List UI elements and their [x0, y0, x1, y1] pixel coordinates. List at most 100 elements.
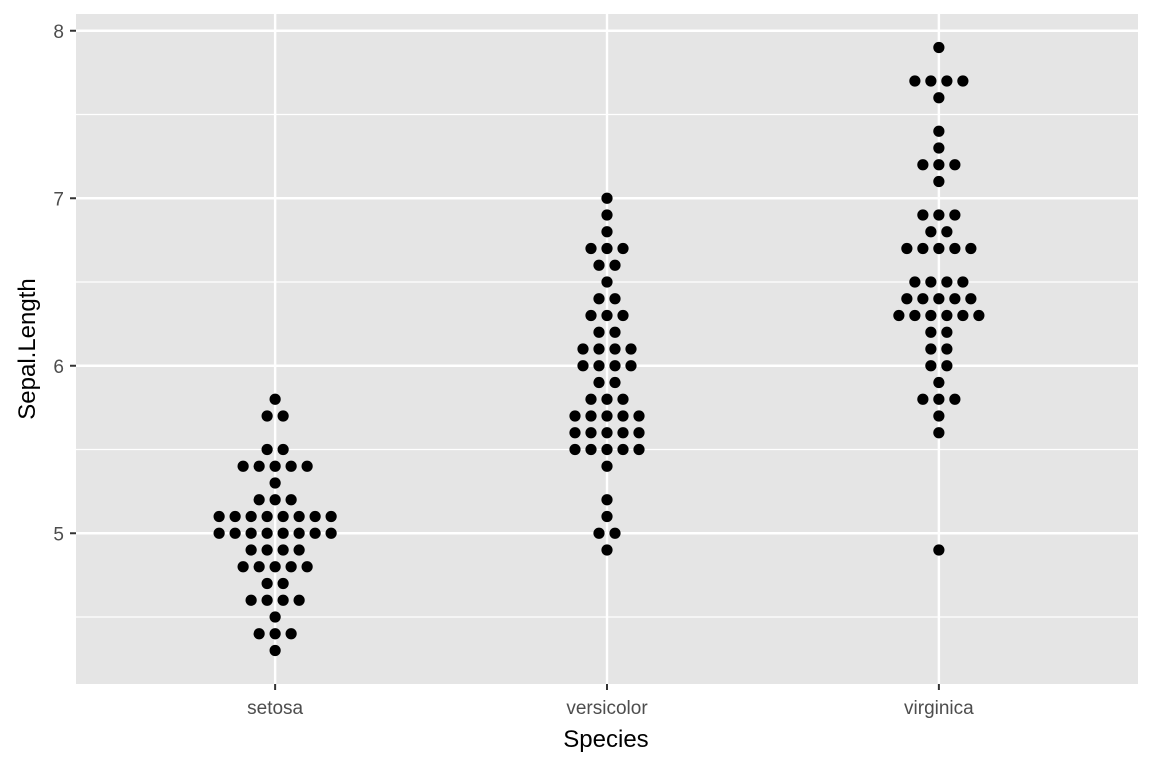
- data-point: [925, 276, 937, 288]
- data-point: [237, 460, 249, 472]
- y-tick-label: 8: [53, 22, 64, 43]
- data-point: [269, 393, 281, 405]
- data-point: [925, 326, 937, 338]
- data-point: [933, 159, 945, 171]
- data-point: [293, 594, 305, 606]
- data-point: [933, 544, 945, 556]
- data-point: [601, 242, 613, 255]
- data-point: [261, 443, 273, 456]
- x-tick-label: virginica: [904, 698, 974, 719]
- data-point: [909, 276, 921, 288]
- data-point: [609, 360, 621, 372]
- data-point: [261, 544, 273, 556]
- y-tick-label: 7: [53, 189, 64, 210]
- data-point: [933, 92, 945, 104]
- data-point: [933, 125, 945, 137]
- data-point: [933, 242, 945, 255]
- data-point: [277, 527, 289, 539]
- data-point: [277, 443, 289, 456]
- data-point: [625, 360, 637, 372]
- data-point: [585, 242, 597, 255]
- data-point: [609, 326, 621, 338]
- data-point: [601, 276, 613, 288]
- data-point: [277, 510, 289, 523]
- data-point: [285, 628, 297, 640]
- data-point: [285, 561, 297, 573]
- data-point: [601, 427, 613, 439]
- data-point: [593, 293, 605, 305]
- data-point: [949, 393, 961, 405]
- data-point: [593, 527, 605, 539]
- data-point: [285, 494, 297, 506]
- data-point: [293, 527, 305, 539]
- data-point: [933, 293, 945, 305]
- data-point: [269, 644, 281, 657]
- data-point: [309, 510, 321, 523]
- data-point: [965, 242, 977, 255]
- data-point: [601, 226, 613, 238]
- data-point: [601, 309, 613, 322]
- data-point: [917, 242, 929, 255]
- y-axis: 5 6 7 8: [53, 22, 76, 545]
- data-point: [925, 343, 937, 355]
- data-point: [933, 175, 945, 188]
- data-point: [577, 360, 589, 372]
- data-point: [269, 460, 281, 472]
- data-point: [277, 410, 289, 422]
- data-point: [601, 510, 613, 523]
- data-point: [277, 594, 289, 606]
- data-point: [601, 494, 613, 506]
- data-point: [229, 527, 241, 539]
- data-point: [617, 443, 629, 456]
- data-point: [949, 293, 961, 305]
- data-point: [601, 544, 613, 556]
- data-point: [601, 192, 613, 204]
- data-point: [237, 561, 249, 573]
- data-point: [893, 309, 905, 322]
- data-point: [301, 561, 313, 573]
- data-points: [213, 41, 985, 657]
- data-point: [949, 159, 961, 171]
- data-point: [633, 410, 645, 422]
- data-point: [609, 343, 621, 355]
- data-point: [593, 376, 605, 389]
- data-point: [269, 628, 281, 640]
- data-point: [917, 209, 929, 221]
- data-point: [933, 393, 945, 405]
- data-point: [585, 393, 597, 405]
- data-point: [593, 326, 605, 338]
- data-point: [601, 460, 613, 472]
- data-point: [569, 427, 581, 439]
- data-point: [261, 577, 273, 590]
- data-point: [293, 510, 305, 523]
- data-point: [941, 309, 953, 322]
- data-point: [933, 41, 945, 54]
- data-point: [917, 159, 929, 171]
- data-point: [917, 393, 929, 405]
- data-point: [933, 427, 945, 439]
- data-point: [285, 460, 297, 472]
- data-point: [585, 309, 597, 322]
- data-point: [245, 544, 257, 556]
- data-point: [933, 142, 945, 154]
- data-point: [601, 393, 613, 405]
- y-tick-label: 6: [53, 357, 64, 378]
- data-point: [585, 410, 597, 422]
- data-point: [957, 75, 969, 87]
- data-point: [925, 75, 937, 87]
- data-point: [617, 242, 629, 255]
- data-point: [617, 309, 629, 322]
- data-point: [253, 460, 265, 472]
- data-point: [569, 443, 581, 456]
- data-point: [253, 494, 265, 506]
- data-point: [261, 510, 273, 523]
- data-point: [933, 376, 945, 389]
- data-point: [933, 410, 945, 422]
- data-point: [585, 427, 597, 439]
- data-point: [309, 527, 321, 539]
- data-point: [245, 527, 257, 539]
- data-point: [617, 393, 629, 405]
- data-point: [633, 443, 645, 456]
- data-point: [941, 276, 953, 288]
